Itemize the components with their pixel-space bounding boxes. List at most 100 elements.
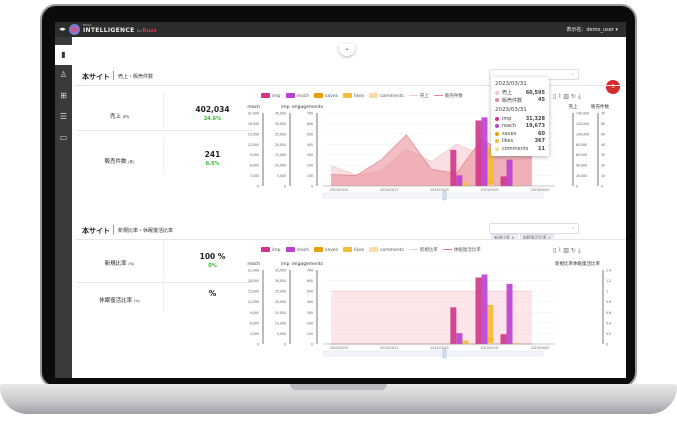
kpi-label: 売上 (円) (110, 114, 129, 120)
y-tick-label: 200 (307, 164, 313, 168)
legend-item[interactable]: 売上 (408, 93, 429, 99)
legend-item[interactable]: likes (343, 93, 364, 99)
y-tick-label: 500 (307, 290, 313, 294)
legend-item[interactable]: saves (314, 93, 338, 99)
sidebar: ▮ ♙ ⊞ ☰ ▭ (55, 37, 72, 378)
chart-tooltip: 2023/03/31 売上 60,595 販売件数 45 2023/03/31 imp 31,… (491, 77, 549, 156)
data-zoom-handle[interactable] (442, 190, 447, 201)
logo-icon (69, 24, 80, 35)
y-tick-label: 300 (307, 311, 313, 315)
restore-icon[interactable]: ↻ (570, 247, 578, 254)
line-chart-icon[interactable]: ⌇ (558, 93, 564, 100)
tooltip-row: likes 367 (495, 138, 545, 146)
title-separator (113, 225, 114, 234)
legend-item[interactable]: 休眠復活比率 (442, 247, 481, 253)
y-tick-label: 25,000 (275, 132, 286, 136)
y-tick-label: 100,000 (576, 132, 589, 136)
kpi-divider (163, 138, 164, 173)
chevron-down-icon: ⌄ (344, 45, 350, 52)
y-tick-label: 15,000 (275, 311, 286, 315)
y-tick-label: 12,000 (248, 143, 259, 147)
data-view-icon[interactable]: ▯ (553, 247, 559, 254)
y-tick-label: 5,000 (277, 332, 286, 336)
chart-legend: imp reach saves likes comments 新規比率 休眠復活比率 (261, 247, 481, 253)
user-menu[interactable]: 表示名：demo_user ▾ (566, 27, 618, 33)
y-tick-label: 9,000 (250, 153, 259, 157)
y-tick-label: 15,000 (248, 132, 259, 136)
bar-imp (475, 120, 482, 187)
y-tick-label: 9,000 (250, 311, 259, 315)
x-tick-label: 2023/03/27 (380, 346, 398, 350)
y-tick-label: 0 (601, 185, 603, 189)
y-tick-label: 0 (606, 343, 608, 347)
kpi-value: % (208, 289, 217, 298)
y-tick-label: 21,000 (248, 112, 259, 116)
legend-item[interactable]: reach (285, 247, 309, 253)
legend-item[interactable]: imp (261, 93, 281, 99)
legend-item[interactable]: saves (314, 247, 338, 253)
download-icon[interactable]: ⤓ (577, 247, 583, 254)
y-tick-label: 0.4 (606, 321, 611, 325)
sidebar-item-analytics[interactable]: ▮ (55, 45, 72, 65)
restore-icon[interactable]: ↻ (570, 93, 578, 100)
sidebar-item-user[interactable]: ♙ (55, 65, 72, 85)
brand: INTELLIGENCE forBuzz (83, 27, 157, 34)
notification-badge[interactable]: 5 (606, 80, 620, 94)
x-tick-label: 2023/03/29 (430, 346, 448, 350)
metric-select[interactable]: 新規比率 × 休眠復活比率 × ⌄ (489, 223, 579, 240)
kpi-change: 24.6% (203, 116, 222, 122)
bar-reach (481, 117, 488, 187)
collapse-chevron-button[interactable]: ⌄ (339, 44, 355, 56)
y-tick-label: 35,000 (275, 269, 286, 273)
legend-item[interactable]: comments (369, 247, 404, 253)
sidebar-item-devices[interactable]: ▭ (55, 128, 72, 148)
data-zoom-slider[interactable] (322, 192, 544, 199)
sidebar-toggle-icon[interactable]: ◂▸ (59, 25, 67, 33)
y-tick-label: 0 (284, 343, 286, 347)
data-zoom-handle[interactable] (442, 348, 447, 359)
combo-chart: 21,000 18,000 15,000 12,000 9,000 6,000 3,000 0… (247, 103, 609, 201)
legend-item[interactable]: 新規比率 (408, 247, 438, 253)
legend-item[interactable]: comments (369, 93, 404, 99)
y-tick-label: 50 (601, 132, 605, 136)
data-view-icon[interactable]: ▯ (553, 93, 559, 100)
kpi-row-divider (77, 130, 252, 131)
y-tick-label: 600 (307, 279, 313, 283)
x-tick-label: 2023/03/29 (430, 188, 448, 192)
legend-item[interactable]: imp (261, 247, 281, 253)
user-icon: ♙ (59, 70, 68, 79)
legend-item[interactable]: reach (285, 93, 309, 99)
chart-toolbar: ▯⌇▥↻⤓ (553, 247, 583, 255)
y-tick-label: 400 (307, 143, 313, 147)
y-tick-label: 30 (601, 153, 605, 157)
legend-item[interactable]: likes (343, 247, 364, 253)
line-chart-icon[interactable]: ⌇ (558, 247, 564, 254)
section-subtitle: 新規比率・休眠復活比率 (118, 228, 174, 234)
y-tick-label: 0 (576, 185, 578, 189)
download-icon[interactable]: ⤓ (577, 93, 583, 100)
data-zoom-slider[interactable] (322, 350, 544, 357)
sidebar-item-list[interactable]: ☰ (55, 107, 72, 127)
bar-imp (475, 277, 482, 345)
y-tick-label: 15,000 (248, 290, 259, 294)
sidebar-item-org[interactable]: ⊞ (55, 86, 72, 106)
bar-chart-icon[interactable]: ▥ (563, 93, 571, 100)
y-axis-title: reach (247, 104, 260, 110)
bar-chart-icon[interactable]: ▥ (563, 247, 571, 254)
y-axis-title: imp (281, 104, 290, 110)
x-tick-label: 2023/04/02 (531, 188, 549, 192)
kpi-row-divider (77, 282, 252, 283)
legend-item[interactable]: 販売件数 (433, 93, 463, 99)
y-tick-label: 25,000 (275, 290, 286, 294)
y-tick-label: 80,000 (576, 143, 587, 147)
laptop-notch (290, 384, 387, 390)
kpi-change: 6.5% (205, 161, 220, 167)
y-tick-label: 120,000 (576, 122, 589, 126)
bar-reach (506, 159, 513, 187)
x-tick-label: 2023/03/25 (330, 188, 348, 192)
y-tick-label: 30,000 (275, 279, 286, 283)
y-tick-label: 60 (601, 122, 605, 126)
y-tick-label: 0 (284, 185, 286, 189)
list-icon: ☰ (59, 112, 68, 121)
y-axis-title: engagements (292, 104, 324, 110)
